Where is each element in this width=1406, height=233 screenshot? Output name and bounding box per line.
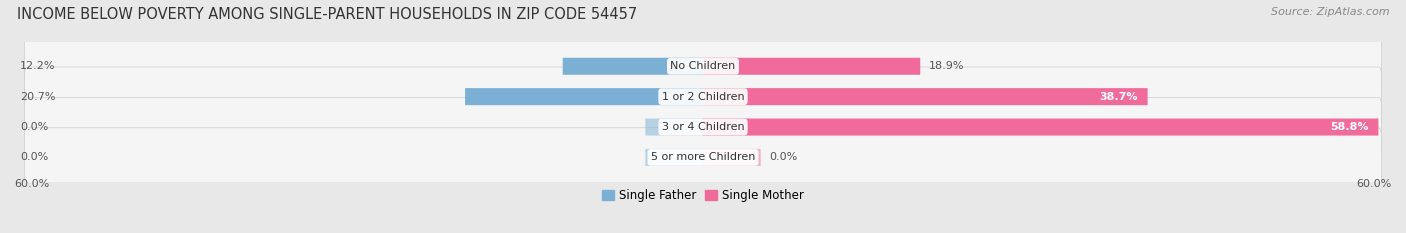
FancyBboxPatch shape: [703, 149, 761, 166]
Text: 3 or 4 Children: 3 or 4 Children: [662, 122, 744, 132]
Text: 60.0%: 60.0%: [14, 179, 49, 189]
FancyBboxPatch shape: [24, 97, 1382, 157]
Text: 38.7%: 38.7%: [1099, 92, 1139, 102]
Text: INCOME BELOW POVERTY AMONG SINGLE-PARENT HOUSEHOLDS IN ZIP CODE 54457: INCOME BELOW POVERTY AMONG SINGLE-PARENT…: [17, 7, 637, 22]
FancyBboxPatch shape: [703, 88, 1147, 105]
Text: 0.0%: 0.0%: [769, 152, 797, 162]
FancyBboxPatch shape: [562, 58, 703, 75]
FancyBboxPatch shape: [703, 119, 1378, 136]
FancyBboxPatch shape: [465, 88, 703, 105]
FancyBboxPatch shape: [645, 149, 703, 166]
FancyBboxPatch shape: [645, 119, 703, 136]
Text: 1 or 2 Children: 1 or 2 Children: [662, 92, 744, 102]
Text: No Children: No Children: [671, 61, 735, 71]
FancyBboxPatch shape: [703, 58, 921, 75]
FancyBboxPatch shape: [24, 37, 1382, 96]
Text: 20.7%: 20.7%: [20, 92, 55, 102]
FancyBboxPatch shape: [24, 67, 1382, 126]
Text: 0.0%: 0.0%: [20, 122, 48, 132]
Legend: Single Father, Single Mother: Single Father, Single Mother: [598, 184, 808, 207]
Text: 0.0%: 0.0%: [20, 152, 48, 162]
Text: 60.0%: 60.0%: [1357, 179, 1392, 189]
Text: 5 or more Children: 5 or more Children: [651, 152, 755, 162]
FancyBboxPatch shape: [24, 128, 1382, 187]
Text: 18.9%: 18.9%: [929, 61, 965, 71]
Text: Source: ZipAtlas.com: Source: ZipAtlas.com: [1271, 7, 1389, 17]
Text: 12.2%: 12.2%: [20, 61, 55, 71]
Text: 58.8%: 58.8%: [1330, 122, 1369, 132]
